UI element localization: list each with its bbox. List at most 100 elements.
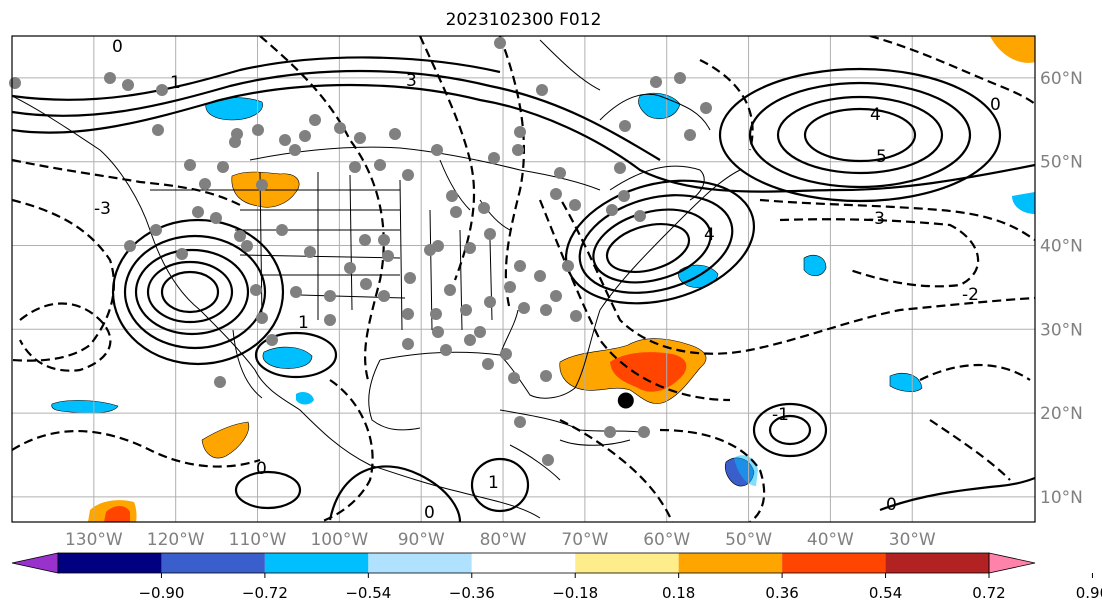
longitude-tick-label: 100°W [310, 530, 368, 550]
colorbar-label: 0.18 [662, 584, 695, 602]
contour-label: 0 [256, 459, 267, 479]
longitude-tick-label: 60°W [643, 530, 690, 550]
colorbar-outline [57, 552, 990, 574]
latitude-tick-label: 20°N [1040, 404, 1083, 424]
latitude-tick-label: 30°N [1040, 320, 1083, 340]
station-dot [389, 128, 401, 140]
station-dot [402, 169, 414, 181]
station-dot [650, 76, 662, 88]
station-dot [700, 102, 712, 114]
contour-label: 5 [876, 147, 887, 167]
station-dot [349, 161, 361, 173]
colorbar-extend-low [11, 552, 59, 574]
station-dot [450, 206, 462, 218]
colorbar-label: −0.18 [552, 584, 598, 602]
blue-patch-atlantic-east-2 [889, 373, 923, 392]
contour-label: 1 [170, 73, 181, 93]
station-dot [432, 326, 444, 338]
blue-patch-east-pacific [296, 392, 314, 405]
station-dot [432, 240, 444, 252]
negative-contour-lines [12, 36, 1035, 522]
orange-patch-pacific [201, 421, 250, 459]
station-dot [234, 230, 246, 242]
station-dot [550, 290, 562, 302]
colorbar-extend-high [988, 552, 1036, 574]
station-dot [402, 308, 414, 320]
colorbar-segment [575, 553, 679, 573]
station-dot [150, 224, 162, 236]
station-dot [290, 286, 302, 298]
lightblue-patch-tropics [734, 455, 758, 486]
station-dot [444, 284, 456, 296]
contour-label: -2 [962, 285, 979, 305]
station-dot [514, 260, 526, 272]
station-dot [279, 134, 291, 146]
station-dot [484, 296, 496, 308]
station-dot [504, 281, 516, 293]
station-dot [359, 234, 371, 246]
longitude-tick-label: 130°W [65, 530, 123, 550]
station-dot [534, 270, 546, 282]
station-dot [122, 79, 134, 91]
station-dot [214, 376, 226, 388]
station-dot [570, 310, 582, 322]
station-dot [569, 199, 581, 211]
longitude-tick-label: 80°W [480, 530, 527, 550]
station-dot [518, 302, 530, 314]
station-dot [684, 129, 696, 141]
station-dot [354, 132, 366, 144]
contour-label: 4 [870, 105, 881, 125]
colorbar-label: −0.36 [449, 584, 495, 602]
colorbar-labels: −0.90 −0.72 −0.54 −0.36 −0.18 0.18 0.36 0.54 0.7… [138, 573, 1102, 602]
station-dot [606, 204, 618, 216]
contour-label: -3 [94, 199, 111, 219]
station-dot [404, 272, 416, 284]
contour-label: 0 [990, 95, 1001, 115]
contour-label: -3 [868, 209, 885, 229]
station-dot [299, 130, 311, 142]
longitude-tick-labels: 130°W 120°W 110°W 100°W 90°W 80°W 70°W 60°W 50°W… [65, 530, 936, 550]
station-dot [374, 159, 386, 171]
station-dot [289, 144, 301, 156]
station-dot [514, 126, 526, 138]
station-dot [638, 426, 650, 438]
longitude-tick-label: 120°W [147, 530, 205, 550]
contour-label: 1 [488, 473, 499, 493]
station-dot [460, 304, 472, 316]
station-dot [474, 326, 486, 338]
latitude-tick-label: 50°N [1040, 153, 1083, 173]
station-dot [176, 248, 188, 260]
longitude-tick-label: 70°W [561, 530, 608, 550]
latitude-tick-label: 60°N [1040, 69, 1083, 89]
blue-patch-atlantic-east [803, 255, 827, 277]
station-dot [464, 242, 476, 254]
station-dot [542, 454, 554, 466]
station-dot [488, 152, 500, 164]
station-dot [478, 202, 490, 214]
contour-label: -1 [772, 405, 789, 425]
station-dot [508, 372, 520, 384]
station-dot [446, 190, 458, 202]
map-frame [11, 35, 1036, 523]
station-dot [464, 334, 476, 346]
station-dot [9, 77, 21, 89]
station-dot [482, 358, 494, 370]
station-dot [500, 348, 512, 360]
station-dot [104, 72, 116, 84]
station-dot [431, 144, 443, 156]
station-dot [550, 188, 562, 200]
orange-patch-northeast [990, 36, 1035, 63]
station-dot [604, 426, 616, 438]
storm-center-marker [617, 392, 634, 409]
station-dot [430, 308, 442, 320]
station-dot [484, 228, 496, 240]
station-dot [378, 234, 390, 246]
colorbar-segment [471, 553, 576, 573]
red-patch-atlantic [610, 352, 687, 392]
colorbar-label: 0.54 [869, 584, 902, 602]
station-dot [512, 144, 524, 156]
station-dot [618, 190, 630, 202]
map-title: 2023102300 F012 [445, 10, 602, 30]
contour-label: 4 [704, 225, 715, 245]
colorbar-label: 0.72 [972, 584, 1005, 602]
